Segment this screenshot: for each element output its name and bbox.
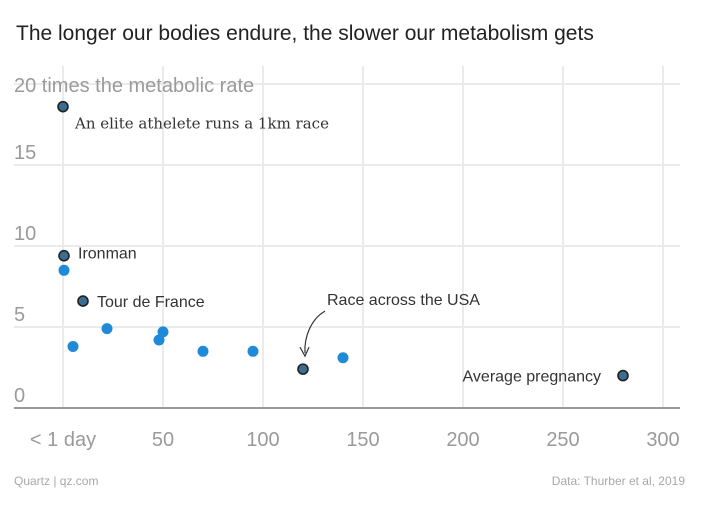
highlight-point <box>617 369 629 382</box>
annotation-arrowhead <box>299 346 310 358</box>
point-annotation: Race across the USA <box>327 292 480 309</box>
x-tick-label: 300 <box>646 429 679 451</box>
data-point <box>197 345 209 357</box>
y-tick-label: 5 <box>14 304 25 326</box>
point-annotation: Ironman <box>78 246 137 263</box>
x-tick-label: 100 <box>246 429 279 451</box>
chart-title: The longer our bodies endure, the slower… <box>16 22 594 45</box>
point-annotation: An elite athelete runs a 1km race <box>74 115 329 133</box>
y-tick-label: 15 <box>14 142 36 164</box>
data-point <box>101 323 113 335</box>
highlight-point <box>58 249 70 262</box>
point-annotation: Average pregnancy <box>463 369 601 386</box>
source-credit: Quartz | qz.com <box>14 474 99 488</box>
y-tick-label: 0 <box>14 385 25 407</box>
x-tick-labels: < 1 day 50 100 150 200 250 300 <box>30 429 680 451</box>
grid-lines <box>14 66 680 408</box>
highlight-point <box>297 363 309 375</box>
x-tick-label: 200 <box>446 429 479 451</box>
highlight-point <box>77 295 89 307</box>
data-point <box>67 340 79 352</box>
x-tick-label: < 1 day <box>30 429 96 451</box>
annotations: An elite athelete runs a 1km race Ironman… <box>74 115 601 386</box>
data-point <box>247 345 259 357</box>
x-tick-label: 50 <box>152 429 174 451</box>
data-points <box>57 100 629 382</box>
y-tick-label: 10 <box>14 223 36 245</box>
highlight-point <box>57 100 69 113</box>
data-point <box>58 264 70 276</box>
data-point <box>337 352 349 364</box>
y-axis-label: 20 times the metabolic rate <box>14 75 254 97</box>
data-point <box>157 326 169 338</box>
x-tick-label: 150 <box>346 429 379 451</box>
annotation-arrow <box>304 310 326 354</box>
point-annotation: Tour de France <box>97 294 205 311</box>
y-tick-labels: 0 5 10 15 <box>14 142 36 407</box>
x-tick-label: 250 <box>546 429 579 451</box>
data-source: Data: Thurber et al, 2019 <box>551 474 685 488</box>
